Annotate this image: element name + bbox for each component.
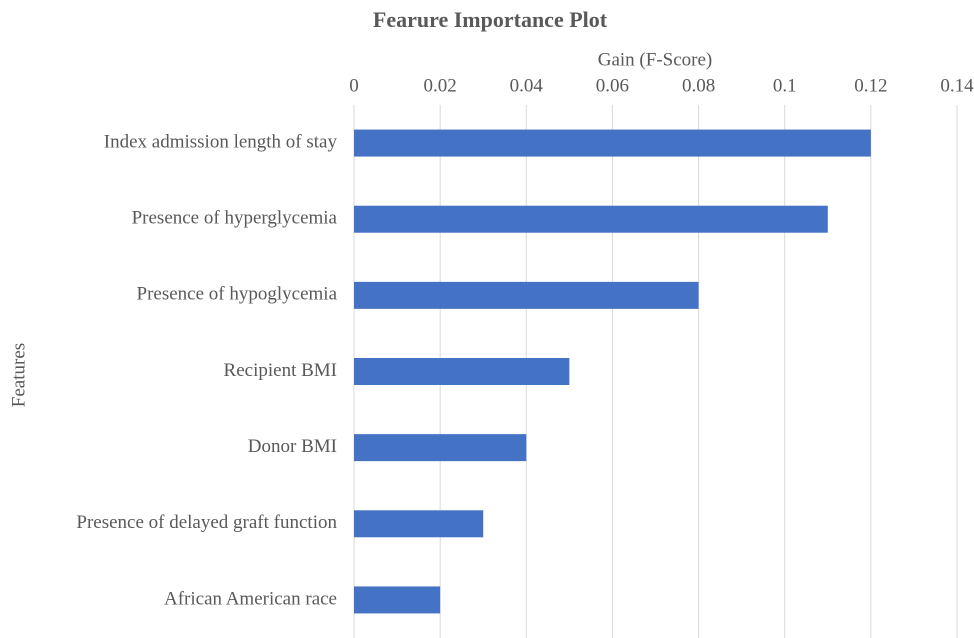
x-tick-label: 0 xyxy=(349,75,359,96)
bar xyxy=(354,510,484,538)
bar xyxy=(354,205,828,233)
x-tick-label: 0.04 xyxy=(510,75,544,96)
x-axis-label: Gain (F-Score) xyxy=(598,49,713,70)
y-tick-label: Presence of hyperglycemia xyxy=(132,208,338,229)
y-tick-label: African American race xyxy=(164,588,337,609)
x-tick-label: 0.06 xyxy=(596,75,629,96)
bar xyxy=(354,434,527,462)
y-tick-label: Presence of delayed graft function xyxy=(76,512,337,533)
bar xyxy=(354,586,441,614)
chart-title: Fearure Importance Plot xyxy=(373,7,608,32)
x-tick-label: 0.02 xyxy=(424,75,457,96)
y-tick-label: Recipient BMI xyxy=(224,360,337,381)
bar xyxy=(354,358,570,385)
bar xyxy=(354,281,699,309)
bar xyxy=(354,129,871,157)
y-tick-label: Presence of hypoglycemia xyxy=(137,284,338,305)
y-axis-label: Features xyxy=(8,343,29,407)
x-tick-label: 0.14 xyxy=(940,75,974,96)
x-tick-label: 0.12 xyxy=(854,75,887,96)
y-tick-label: Index admission length of stay xyxy=(104,131,338,152)
y-tick-label: Donor BMI xyxy=(248,436,337,457)
x-tick-label: 0.1 xyxy=(773,75,797,96)
x-tick-label: 0.08 xyxy=(682,75,715,96)
